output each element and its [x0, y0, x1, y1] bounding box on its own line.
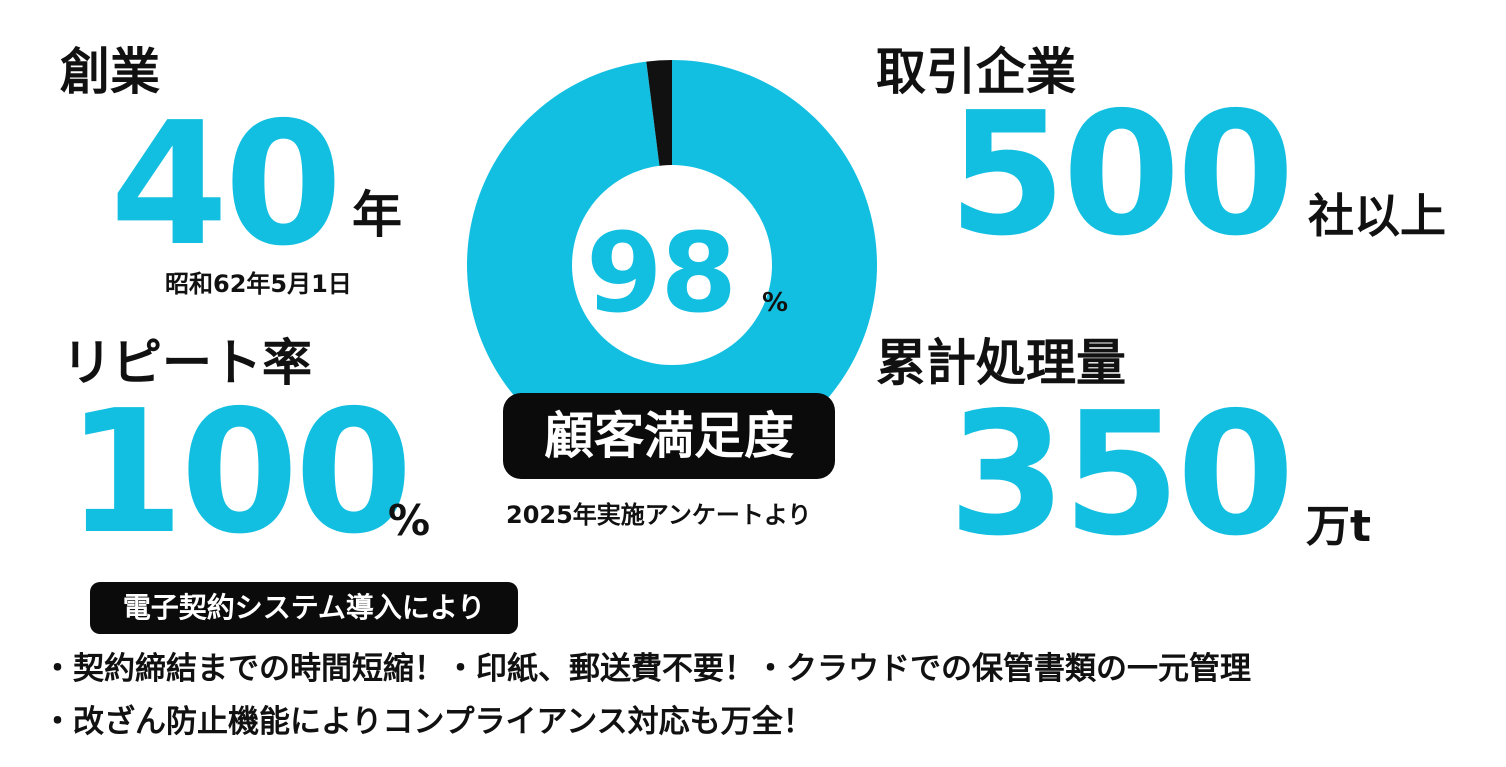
clients-label: 取引企業 — [876, 43, 1076, 101]
founding-label: 創業 — [60, 43, 160, 101]
e-contract-benefits-line-1: ・契約締結までの時間短縮！・印紙、郵送費不要！・クラウドでの保管書類の一元管理 — [42, 651, 1251, 687]
e-contract-benefits-line-2: ・改ざん防止機能によりコンプライアンス対応も万全！ — [42, 704, 814, 740]
repeat-rate-label: リピート率 — [62, 334, 312, 392]
founding-date: 昭和62年5月1日 — [165, 270, 352, 298]
satisfaction-donut — [467, 60, 877, 470]
donut-hole — [572, 165, 772, 365]
repeat-rate-unit: % — [388, 496, 431, 545]
founding-value: 40 — [110, 86, 343, 284]
founding-unit: 年 — [352, 186, 402, 244]
volume-value: 350 — [948, 376, 1295, 574]
clients-unit: 社以上 — [1308, 189, 1446, 243]
satisfaction-badge: 顧客満足度 — [503, 393, 835, 479]
satisfaction-value: 98 — [586, 209, 737, 337]
volume-unit: 万t — [1306, 501, 1372, 552]
e-contract-badge: 電子契約システム導入により — [90, 582, 518, 634]
satisfaction-unit: % — [762, 288, 789, 318]
satisfaction-source: 2025年実施アンケートより — [506, 501, 812, 529]
volume-label: 累計処理量 — [876, 334, 1126, 392]
repeat-rate-value: 100 — [66, 374, 413, 572]
clients-value: 500 — [948, 76, 1295, 274]
